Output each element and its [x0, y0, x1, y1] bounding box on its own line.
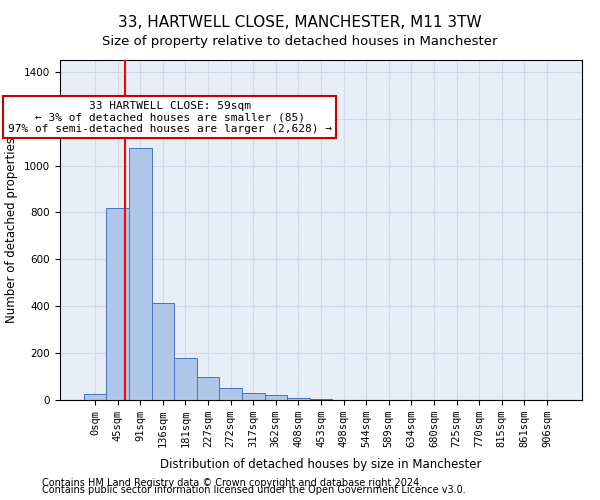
Bar	[287, 398, 310, 400]
Bar	[242, 393, 265, 400]
Y-axis label: Number of detached properties: Number of detached properties	[5, 137, 19, 323]
Bar	[310, 399, 332, 400]
Text: 33, HARTWELL CLOSE, MANCHESTER, M11 3TW: 33, HARTWELL CLOSE, MANCHESTER, M11 3TW	[118, 15, 482, 30]
Bar	[129, 148, 152, 400]
Bar	[106, 208, 129, 400]
Bar	[174, 358, 197, 400]
Text: Size of property relative to detached houses in Manchester: Size of property relative to detached ho…	[102, 35, 498, 48]
X-axis label: Distribution of detached houses by size in Manchester: Distribution of detached houses by size …	[160, 458, 482, 471]
Bar	[197, 378, 220, 400]
Bar	[265, 395, 287, 400]
Bar	[152, 302, 174, 400]
Bar	[220, 388, 242, 400]
Text: 33 HARTWELL CLOSE: 59sqm
← 3% of detached houses are smaller (85)
97% of semi-de: 33 HARTWELL CLOSE: 59sqm ← 3% of detache…	[8, 101, 332, 134]
Text: Contains HM Land Registry data © Crown copyright and database right 2024.: Contains HM Land Registry data © Crown c…	[42, 478, 422, 488]
Text: Contains public sector information licensed under the Open Government Licence v3: Contains public sector information licen…	[42, 485, 466, 495]
Bar	[84, 394, 106, 400]
